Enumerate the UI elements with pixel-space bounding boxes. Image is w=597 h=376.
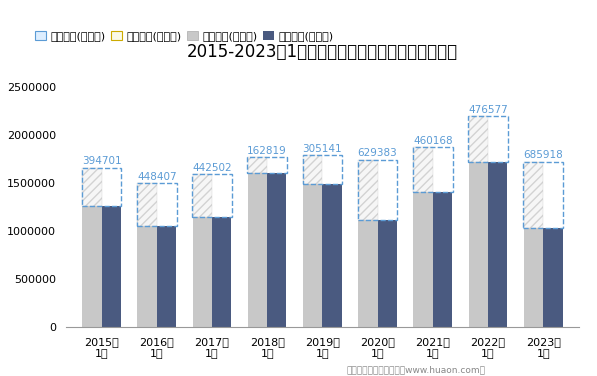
Title: 2015-2023年1月江苏省外商投资企业进出口差额图: 2015-2023年1月江苏省外商投资企业进出口差额图 <box>187 42 458 61</box>
Bar <box>137 183 157 226</box>
Bar <box>267 173 287 327</box>
Bar <box>193 174 212 217</box>
Bar <box>82 168 101 327</box>
Bar <box>488 162 507 327</box>
Bar <box>543 228 562 327</box>
Bar <box>433 192 452 327</box>
Text: 448407: 448407 <box>137 171 177 182</box>
Bar <box>469 116 488 327</box>
Text: 476577: 476577 <box>468 105 508 115</box>
Bar <box>82 168 101 206</box>
Bar <box>137 183 157 327</box>
Bar <box>101 206 121 327</box>
Text: 394701: 394701 <box>82 156 121 166</box>
Bar <box>358 160 377 220</box>
Text: 442502: 442502 <box>192 163 232 173</box>
Bar <box>157 226 176 327</box>
Legend: 贸易顺差(万美元), 贸易逆差(万美元), 出口总额(万美元), 进口总额(万美元): 贸易顺差(万美元), 贸易逆差(万美元), 出口总额(万美元), 进口总额(万美… <box>30 27 338 46</box>
Text: 制图：华经产业研究院（www.huaon.com）: 制图：华经产业研究院（www.huaon.com） <box>346 365 485 374</box>
Bar <box>377 220 397 327</box>
Bar <box>193 174 212 327</box>
Text: 162819: 162819 <box>247 146 287 156</box>
Bar <box>303 155 322 327</box>
Bar <box>414 147 433 192</box>
Text: 629383: 629383 <box>358 149 398 159</box>
Bar <box>303 155 322 185</box>
Bar <box>248 157 267 173</box>
Bar <box>248 157 267 327</box>
Bar <box>524 162 543 228</box>
Bar <box>358 160 377 327</box>
Bar <box>469 116 488 162</box>
Text: 685918: 685918 <box>524 150 563 161</box>
Bar <box>414 147 433 327</box>
Text: 305141: 305141 <box>303 144 342 154</box>
Bar <box>212 217 231 327</box>
Text: 460168: 460168 <box>413 136 453 146</box>
Bar <box>524 162 543 327</box>
Bar <box>322 185 341 327</box>
